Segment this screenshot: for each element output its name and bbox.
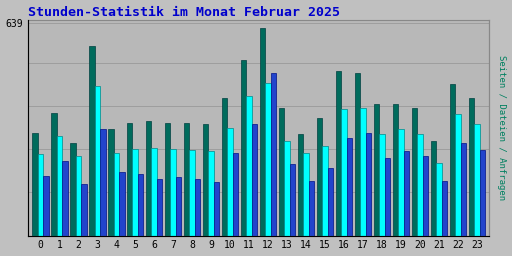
Bar xyxy=(480,150,485,236)
Bar xyxy=(146,121,152,236)
Bar xyxy=(241,60,246,236)
Bar xyxy=(279,108,284,236)
Bar xyxy=(57,136,62,236)
Bar xyxy=(81,184,87,236)
Bar xyxy=(214,183,220,236)
Y-axis label: Seiten / Dateien / Anfragen: Seiten / Dateien / Anfragen xyxy=(498,55,506,200)
Bar xyxy=(62,161,68,236)
Bar xyxy=(95,86,100,236)
Bar xyxy=(385,157,390,236)
Bar xyxy=(176,177,181,236)
Bar xyxy=(393,104,398,236)
Bar xyxy=(127,123,133,236)
Bar xyxy=(157,179,162,236)
Bar xyxy=(461,143,466,236)
Bar xyxy=(100,129,105,236)
Bar xyxy=(119,173,124,236)
Bar xyxy=(309,181,314,236)
Bar xyxy=(317,118,322,236)
Bar xyxy=(360,108,366,236)
Bar xyxy=(89,46,95,236)
Bar xyxy=(195,179,200,236)
Bar xyxy=(284,141,290,236)
Bar xyxy=(170,149,176,236)
Text: Stunden-Statistik im Monat Februar 2025: Stunden-Statistik im Monat Februar 2025 xyxy=(28,6,340,18)
Bar xyxy=(114,153,119,236)
Bar xyxy=(374,104,379,236)
Bar xyxy=(189,150,195,236)
Bar xyxy=(468,98,474,236)
Bar xyxy=(417,134,422,236)
Bar xyxy=(222,98,227,236)
Bar xyxy=(412,108,417,236)
Bar xyxy=(355,73,360,236)
Bar xyxy=(165,123,170,236)
Bar xyxy=(208,151,214,236)
Bar xyxy=(298,134,303,236)
Bar xyxy=(290,164,295,236)
Bar xyxy=(246,96,252,236)
Bar xyxy=(379,134,385,236)
Bar xyxy=(260,28,265,236)
Bar xyxy=(138,174,143,236)
Bar xyxy=(32,133,37,236)
Bar xyxy=(455,114,461,236)
Bar xyxy=(450,84,455,236)
Bar xyxy=(336,71,341,236)
Bar xyxy=(347,138,352,236)
Bar xyxy=(366,133,371,236)
Bar xyxy=(43,176,49,236)
Bar xyxy=(227,128,233,236)
Bar xyxy=(184,123,189,236)
Bar xyxy=(403,151,409,236)
Bar xyxy=(203,124,208,236)
Bar xyxy=(431,141,436,236)
Bar xyxy=(252,124,258,236)
Bar xyxy=(322,146,328,236)
Bar xyxy=(76,156,81,236)
Bar xyxy=(233,153,239,236)
Bar xyxy=(422,156,428,236)
Bar xyxy=(133,149,138,236)
Bar xyxy=(441,181,447,236)
Bar xyxy=(37,154,43,236)
Bar xyxy=(341,109,347,236)
Bar xyxy=(265,83,271,236)
Bar xyxy=(152,147,157,236)
Bar xyxy=(51,113,57,236)
Bar xyxy=(328,167,333,236)
Bar xyxy=(303,153,309,236)
Bar xyxy=(474,124,480,236)
Bar xyxy=(108,129,114,236)
Bar xyxy=(271,73,276,236)
Bar xyxy=(436,163,441,236)
Bar xyxy=(398,129,403,236)
Bar xyxy=(70,143,76,236)
